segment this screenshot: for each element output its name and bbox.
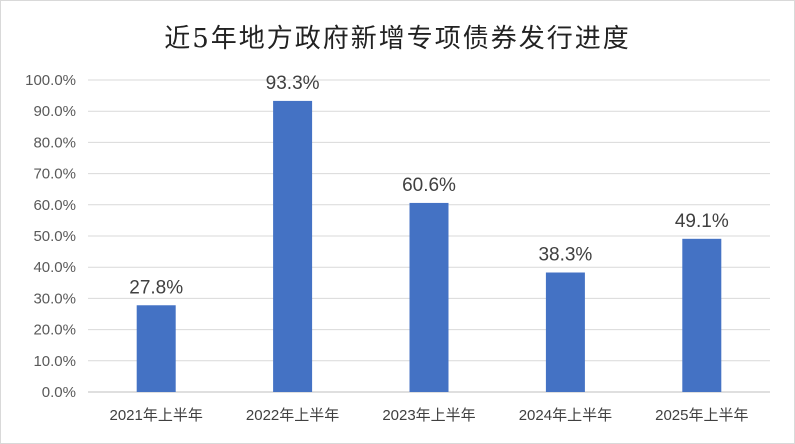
- y-tick-label: 40.0%: [33, 259, 76, 276]
- y-tick-label: 100.0%: [25, 72, 76, 89]
- bar: [682, 238, 722, 392]
- y-tick-label: 20.0%: [33, 322, 76, 339]
- y-tick-label: 80.0%: [33, 134, 76, 151]
- bars: [136, 100, 722, 393]
- y-tick-label: 90.0%: [33, 103, 76, 120]
- x-tick-label: 2023年上半年: [382, 407, 475, 424]
- y-tick-label: 10.0%: [33, 353, 76, 370]
- x-tick-label: 2021年上半年: [110, 407, 203, 424]
- y-tick-label: 70.0%: [33, 166, 76, 183]
- chart-title: 近5年地方政府新增专项债券发行进度: [164, 24, 631, 54]
- y-tick-label: 60.0%: [33, 197, 76, 214]
- y-tick-label: 50.0%: [33, 228, 76, 245]
- y-tick-label: 0.0%: [42, 384, 76, 401]
- y-tick-label: 30.0%: [33, 290, 76, 307]
- bar: [545, 272, 585, 392]
- x-axis-labels: 2021年上半年 2022年上半年 2023年上半年 2024年上半年 2025年上半年: [110, 407, 749, 424]
- bar: [136, 305, 176, 392]
- bar: [409, 202, 449, 392]
- data-label: 49.1%: [675, 211, 729, 232]
- x-tick-label: 2022年上半年: [246, 407, 339, 424]
- data-label: 93.3%: [266, 73, 320, 94]
- bar: [273, 100, 313, 393]
- x-tick-label: 2024年上半年: [519, 407, 612, 424]
- data-label: 60.6%: [402, 175, 456, 196]
- data-labels: 27.8% 93.3% 60.6% 38.3% 49.1%: [129, 73, 729, 298]
- y-axis-ticks: 0.0% 10.0% 20.0% 30.0% 40.0% 50.0% 60.0% 70.0% 8…: [25, 72, 76, 401]
- x-tick-label: 2025年上半年: [655, 407, 748, 424]
- data-label: 27.8%: [129, 277, 183, 298]
- data-label: 38.3%: [538, 245, 592, 266]
